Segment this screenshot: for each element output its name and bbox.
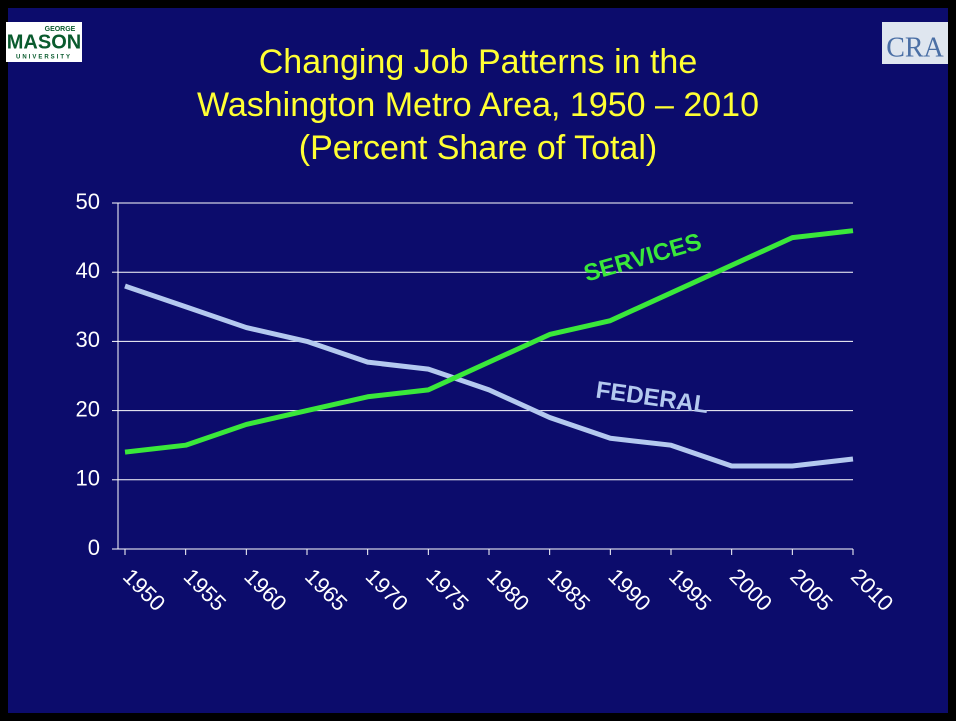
y-tick-label: 20 (76, 396, 100, 421)
series-line (124, 283, 854, 469)
y-tick-label: 40 (76, 258, 100, 283)
y-tick-label: 10 (76, 466, 100, 491)
chart-title: Washington Metro Area, 1950 – 2010 (197, 86, 759, 124)
logo-left-text: UNIVERSITY (16, 55, 72, 61)
logo-left-text: MASON (7, 31, 81, 53)
slide-background (8, 8, 948, 713)
logo-left-box (6, 22, 82, 62)
series-line (124, 228, 854, 455)
chart-title: Changing Job Patterns in the (259, 43, 698, 81)
chart-subtitle: (Percent Share of Total) (299, 129, 657, 167)
y-tick-label: 30 (76, 327, 100, 352)
logo-right-text: CRA (886, 32, 944, 63)
y-tick-label: 0 (88, 535, 100, 560)
logo-right-box (882, 22, 948, 64)
logo-left-text: GEORGE (45, 26, 76, 33)
y-tick-label: 50 (76, 189, 100, 214)
